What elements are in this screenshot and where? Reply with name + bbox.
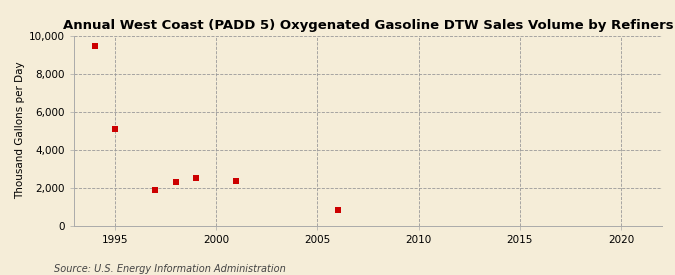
Point [332,208,343,213]
Point [190,175,201,180]
Point [150,188,161,192]
Point [89,43,100,48]
Point [109,126,120,131]
Title: Annual West Coast (PADD 5) Oxygenated Gasoline DTW Sales Volume by Refiners: Annual West Coast (PADD 5) Oxygenated Ga… [63,19,673,32]
Y-axis label: Thousand Gallons per Day: Thousand Gallons per Day [15,62,25,199]
Point [170,180,181,184]
Text: Source: U.S. Energy Information Administration: Source: U.S. Energy Information Administ… [54,264,286,274]
Point [231,179,242,183]
